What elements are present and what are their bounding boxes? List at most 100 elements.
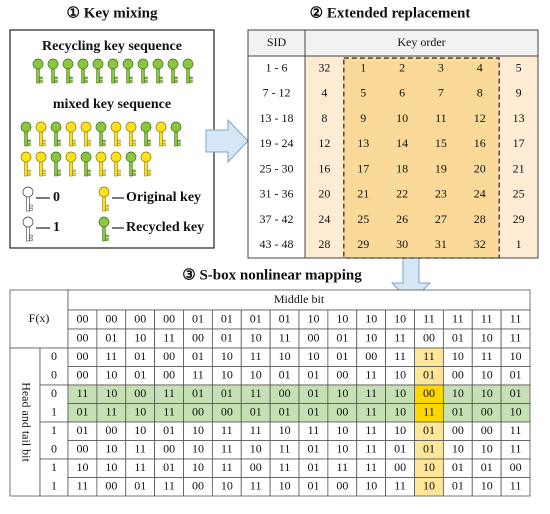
key-stem <box>84 160 88 177</box>
column-header: 11 <box>394 330 406 344</box>
key-tooth <box>159 80 163 83</box>
cell-value: 00 <box>365 349 377 363</box>
key-tooth <box>177 143 181 146</box>
key-bow <box>35 151 47 163</box>
column-header: 10 <box>365 311 377 325</box>
corner-label: F(x) <box>29 311 50 325</box>
key-stem <box>126 67 130 84</box>
cell-value: 01 <box>134 349 146 363</box>
selected-bg <box>343 57 500 259</box>
cell-value: 01 <box>452 405 464 419</box>
cell-value: 11 <box>510 479 522 493</box>
key-bow <box>95 121 107 133</box>
column-header: 00 <box>423 330 435 344</box>
cell-value: 00 <box>163 349 175 363</box>
cell-value: 10 <box>336 423 348 437</box>
key-cell: 28 <box>474 212 486 226</box>
cell-value: 10 <box>452 349 464 363</box>
key-icon <box>62 58 74 84</box>
cell-value: 11 <box>337 460 349 474</box>
sequence-label: mixed key sequence <box>53 97 171 112</box>
key-bow <box>152 58 164 70</box>
key-stem <box>99 130 103 147</box>
key-tooth <box>132 139 136 143</box>
key-stem <box>66 67 70 84</box>
key-icon <box>35 151 47 177</box>
key-cell: 16 <box>318 161 330 175</box>
cell-value: 11 <box>365 386 377 400</box>
key-tooth <box>39 80 43 83</box>
key-cell: 12 <box>474 111 486 125</box>
column-header: 00 <box>192 330 204 344</box>
key-stem <box>129 130 133 147</box>
key-icon <box>22 216 34 242</box>
key-tooth <box>69 80 73 83</box>
key-stem <box>129 160 133 177</box>
cell-value: 01 <box>307 442 319 456</box>
key-stem <box>174 130 178 147</box>
key-tooth <box>144 76 148 80</box>
cell-value: 10 <box>279 423 291 437</box>
cell-value: 11 <box>510 423 522 437</box>
cell-value: 10 <box>221 349 233 363</box>
key-bow <box>140 121 152 133</box>
key-stem <box>144 130 148 147</box>
row-label: 0 <box>51 349 57 363</box>
cell-value: 01 <box>307 460 319 474</box>
cell-value: 10 <box>221 479 233 493</box>
key-icon <box>77 58 89 84</box>
cell-value: 00 <box>221 405 233 419</box>
column-header: 10 <box>365 330 377 344</box>
group-label: Middle bit <box>274 292 325 306</box>
key-stem <box>159 130 163 147</box>
cell-value: 11 <box>250 479 262 493</box>
key-icon <box>22 186 34 212</box>
row-label: 0 <box>51 442 57 456</box>
cell-value: 10 <box>510 405 522 419</box>
column-header: 10 <box>481 330 493 344</box>
key-tooth <box>72 143 76 146</box>
key-bow <box>95 151 107 163</box>
key-icon <box>35 121 47 147</box>
cell-value: 01 <box>481 460 493 474</box>
cell-value: 10 <box>452 386 464 400</box>
column-header: 11 <box>510 330 522 344</box>
cell-value: 00 <box>163 368 175 382</box>
key-cell: 23 <box>435 187 447 201</box>
column-header: 00 <box>134 311 146 325</box>
key-cell: 15 <box>435 136 447 150</box>
key-stem <box>26 225 30 242</box>
cell-value: 01 <box>394 442 406 456</box>
key-icon <box>65 151 77 177</box>
key-cell: 11 <box>435 111 447 125</box>
key-bow <box>170 121 182 133</box>
key-bow <box>137 58 149 70</box>
key-tooth <box>117 169 121 173</box>
key-stem <box>54 160 58 177</box>
cell-value: 11 <box>308 423 320 437</box>
row-label-cell <box>39 384 69 423</box>
cell-value: 01 <box>163 460 175 474</box>
key-tooth <box>54 80 58 83</box>
key-tooth <box>174 80 178 83</box>
cell-value: 10 <box>76 460 88 474</box>
key-tooth <box>102 173 106 176</box>
key-bow <box>155 121 167 133</box>
sid-cell: 13 - 18 <box>260 111 294 125</box>
sequence-label: Recycling key sequence <box>42 39 182 54</box>
cell-value: 11 <box>365 442 377 456</box>
key-cell: 17 <box>513 136 525 150</box>
key-cell: 7 <box>438 86 444 100</box>
key-bow <box>80 151 92 163</box>
row-label: 1 <box>51 460 57 474</box>
key-cell: 22 <box>396 187 408 201</box>
cell-value: 00 <box>336 405 348 419</box>
key-cell: 31 <box>435 237 447 251</box>
key-cell: 9 <box>360 111 366 125</box>
column-header: 00 <box>76 311 88 325</box>
content: 0 Original key 1 Recycled key SID Key order 1 … <box>9 29 539 497</box>
column-header: 00 <box>163 311 175 325</box>
cell-value: 10 <box>452 442 464 456</box>
key-cell: 3 <box>438 60 444 74</box>
cell-value: 11 <box>250 349 262 363</box>
